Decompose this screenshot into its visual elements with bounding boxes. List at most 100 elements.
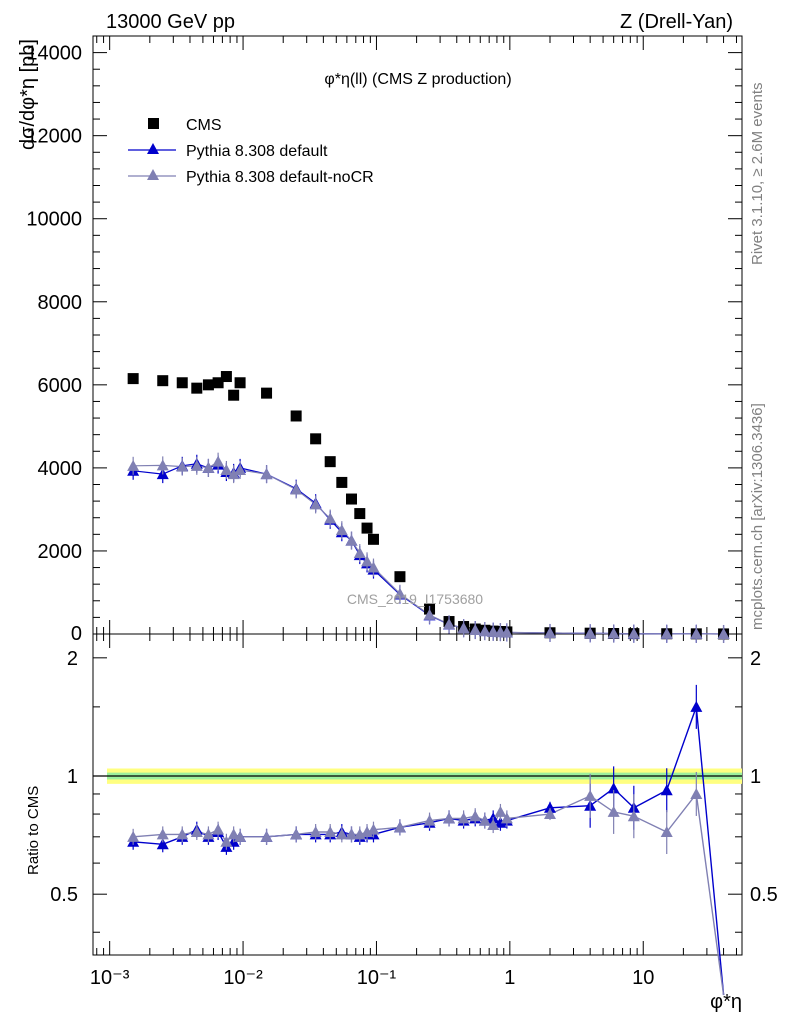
top-y-tick-label: 10000 <box>26 209 82 231</box>
top-point-2 <box>335 524 348 536</box>
top-point-2 <box>353 547 366 559</box>
ratio-point-1 <box>260 830 273 842</box>
ratio-point-1 <box>335 828 348 840</box>
top-point-2 <box>260 468 273 480</box>
ratio-point-0 <box>690 700 703 712</box>
ratio-point-1 <box>176 828 189 840</box>
top-point-2 <box>156 459 169 471</box>
ratio-point-1 <box>212 823 225 835</box>
ratio-point-1 <box>607 805 620 817</box>
ratio-point-1 <box>393 821 406 833</box>
ratio-point-0 <box>156 838 169 850</box>
top-point-0 <box>261 387 273 399</box>
top-point-2 <box>443 618 456 630</box>
ratio-point-1 <box>500 812 513 824</box>
top-point-2 <box>627 627 640 639</box>
ratio-point-1 <box>478 814 491 826</box>
x-tick-label: 10⁻² <box>223 967 263 989</box>
top-point-2 <box>234 463 247 475</box>
ratio-point-0 <box>607 782 620 794</box>
ratio-point-1 <box>627 810 640 822</box>
plot-title: φ*η(ll) (CMS Z production) <box>324 71 511 88</box>
top-y-tick-label: 2000 <box>38 541 83 563</box>
ratio-panel-frame <box>92 633 743 956</box>
top-point-2 <box>607 627 620 639</box>
ratio-point-1 <box>290 828 303 840</box>
ratio-point-1 <box>443 812 456 824</box>
ratio-point-0 <box>660 784 673 796</box>
analysis-watermark: CMS_2019_I1753680 <box>347 591 483 607</box>
top-y-tick-label: 4000 <box>38 458 83 480</box>
top-point-0 <box>176 377 188 389</box>
top-point-2 <box>127 459 140 471</box>
ratio-point-1 <box>324 826 337 838</box>
ratio-point-1 <box>156 828 169 840</box>
ratio-point-1 <box>234 830 247 842</box>
ratio-point-0 <box>544 801 557 813</box>
ratio-point-1 <box>367 823 380 835</box>
top-point-0 <box>202 379 214 391</box>
top-point-0 <box>345 493 357 505</box>
ratio-point-1 <box>423 814 436 826</box>
ratio-point-1 <box>345 828 358 840</box>
energy-label: 13000 GeV pp <box>106 11 235 33</box>
mcplots-label: mcplots.cern.ch [arXiv:1306.3436] <box>749 403 766 630</box>
top-point-2 <box>290 483 303 495</box>
top-point-2 <box>478 625 491 637</box>
top-point-2 <box>345 534 358 546</box>
ratio-point-1 <box>544 808 557 820</box>
top-point-2 <box>660 627 673 639</box>
top-y-tick-label: 14000 <box>26 43 82 65</box>
top-point-0 <box>361 522 373 534</box>
top-point-2 <box>544 627 557 639</box>
process-label: Z (Drell-Yan) <box>620 11 733 33</box>
top-series-layer <box>127 371 730 643</box>
axis-ticks: 10⁻³ 10⁻² 10⁻¹ 1 102000400060008000100001200… <box>26 36 778 989</box>
ratio-y-tick-label-left: 2 <box>67 648 78 670</box>
ratio-series-layer <box>127 684 725 996</box>
x-axis-title: φ*η <box>710 991 742 1013</box>
ratio-y-tick-label-left: 0.5 <box>50 884 78 906</box>
top-y-axis-title: dσ/dφ*η [pb] <box>17 39 39 150</box>
top-point-0 <box>234 377 246 389</box>
ratio-point-1 <box>487 819 500 831</box>
x-tick-label: 10 <box>632 967 654 989</box>
top-point-2 <box>227 468 240 480</box>
top-point-0 <box>324 456 336 468</box>
top-point-0 <box>220 371 232 383</box>
ratio-point-1 <box>660 826 673 838</box>
ratio-point-1 <box>309 826 322 838</box>
top-point-2 <box>469 624 482 636</box>
top-point-2 <box>423 608 436 620</box>
x-tick-label: 1 <box>504 967 515 989</box>
legend-label-cms: CMS <box>186 117 222 134</box>
ratio-point-1 <box>690 787 703 799</box>
ratio-point-1 <box>202 828 215 840</box>
legend-marker-nocr <box>147 169 159 180</box>
legend-marker-default <box>147 143 159 154</box>
top-point-0 <box>310 433 322 445</box>
ratio-point-1 <box>127 830 140 842</box>
top-point-2 <box>309 498 322 510</box>
legend-label-default: Pythia 8.308 default <box>186 143 328 160</box>
x-tick-label: 10⁻³ <box>90 967 130 989</box>
ratio-y-tick-label-right: 0.5 <box>750 884 778 906</box>
ratio-point-1 <box>220 835 233 847</box>
top-point-0 <box>394 571 406 583</box>
top-point-2 <box>584 627 597 639</box>
top-y-tick-label: 6000 <box>38 375 83 397</box>
top-point-0 <box>290 410 302 422</box>
top-y-tick-label: 8000 <box>38 292 83 314</box>
ratio-point-1 <box>190 826 203 838</box>
top-point-2 <box>212 455 225 467</box>
ratio-point-1 <box>227 828 240 840</box>
top-point-2 <box>500 626 513 638</box>
rivet-version-label: Rivet 3.1.10, ≥ 2.6M events <box>749 83 766 266</box>
top-point-0 <box>336 476 348 488</box>
top-point-2 <box>367 561 380 573</box>
top-point-2 <box>324 512 337 524</box>
ratio-y-tick-label-left: 1 <box>67 766 78 788</box>
top-point-0 <box>354 508 366 520</box>
ratio-y-tick-label-right: 1 <box>750 766 761 788</box>
